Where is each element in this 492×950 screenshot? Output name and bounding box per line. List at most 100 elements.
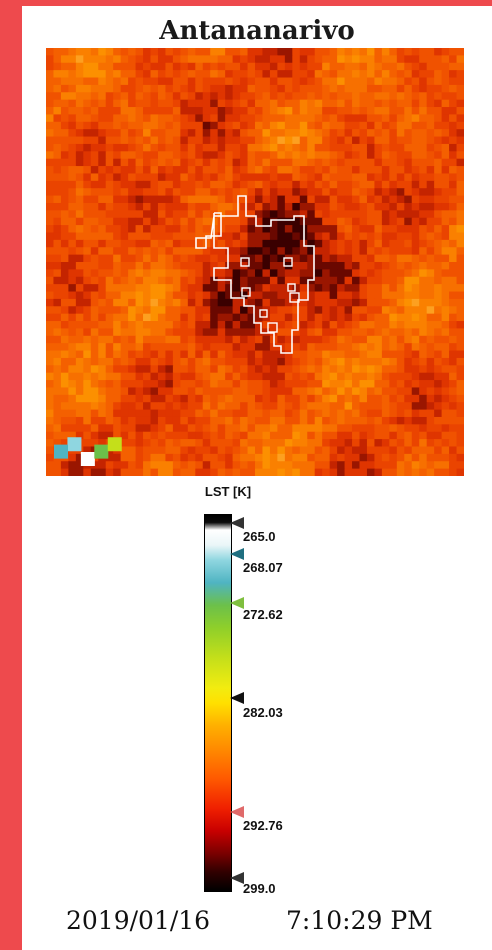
heatmap-cell bbox=[240, 357, 249, 366]
heatmap-cell bbox=[359, 343, 368, 352]
heatmap-cell bbox=[441, 70, 450, 79]
heatmap-cell bbox=[292, 409, 301, 418]
heatmap-cell bbox=[157, 136, 167, 145]
heatmap-cell bbox=[83, 416, 92, 425]
heatmap-cell bbox=[143, 269, 152, 278]
colorbar-marker-4[interactable] bbox=[230, 806, 244, 818]
heatmap-cell bbox=[344, 372, 353, 381]
heatmap-cell bbox=[255, 107, 264, 116]
heatmap-cell bbox=[195, 107, 204, 116]
heatmap-cell bbox=[225, 439, 234, 448]
heatmap-cell bbox=[299, 70, 308, 79]
heatmap-cell bbox=[329, 143, 338, 152]
heatmap-cell bbox=[322, 114, 331, 123]
colorbar-tick-0: 265.0 bbox=[243, 529, 276, 544]
heatmap-cell bbox=[247, 77, 256, 86]
heatmap-cell bbox=[404, 372, 413, 381]
heatmap-cell bbox=[322, 254, 331, 263]
heatmap-cell bbox=[210, 446, 219, 455]
heatmap-cell bbox=[247, 468, 256, 476]
heatmap-cell bbox=[240, 372, 249, 381]
heatmap-cell bbox=[389, 158, 398, 167]
heatmap-cell bbox=[284, 84, 293, 93]
heatmap-cell bbox=[172, 210, 181, 219]
colorbar-marker-1[interactable] bbox=[230, 548, 244, 560]
heatmap-cell bbox=[284, 70, 293, 79]
heatmap-cell bbox=[120, 99, 129, 108]
heatmap-cell bbox=[83, 99, 92, 108]
heatmap-cell bbox=[225, 92, 234, 101]
heatmap-cell bbox=[366, 99, 376, 108]
heatmap-cell bbox=[284, 188, 293, 197]
heatmap-cell bbox=[284, 55, 293, 64]
heatmap-cell bbox=[128, 188, 137, 197]
heatmap-cell bbox=[381, 173, 390, 182]
heatmap-cell bbox=[247, 121, 256, 130]
heatmap-cell bbox=[113, 468, 122, 476]
heatmap-cell bbox=[53, 328, 62, 337]
colorbar-marker-2[interactable] bbox=[230, 597, 244, 609]
heatmap-cell bbox=[449, 468, 458, 476]
heatmap-cell bbox=[135, 350, 144, 359]
heatmap-cell bbox=[105, 387, 114, 396]
heatmap-cell bbox=[83, 409, 92, 418]
heatmap-cell bbox=[292, 276, 301, 285]
heatmap-cell bbox=[53, 284, 62, 293]
heatmap-cell bbox=[135, 77, 144, 86]
heatmap-cell bbox=[441, 48, 450, 56]
colorbar-marker-3[interactable] bbox=[230, 692, 244, 704]
heatmap-cell bbox=[314, 217, 323, 226]
heatmap-cell bbox=[307, 453, 316, 462]
heatmap-cell bbox=[389, 143, 398, 152]
heatmap-cell bbox=[284, 468, 293, 476]
heatmap-cell bbox=[187, 239, 196, 248]
heatmap-cell bbox=[135, 173, 144, 182]
heatmap-cell bbox=[441, 210, 450, 219]
heatmap-cell bbox=[374, 328, 383, 337]
heatmap-cell bbox=[426, 461, 435, 470]
heatmap-cell bbox=[195, 202, 204, 211]
colorbar-marker-5[interactable] bbox=[230, 872, 244, 884]
heatmap-cell bbox=[434, 107, 443, 116]
heatmap-cell bbox=[374, 84, 383, 93]
heatmap-cell bbox=[225, 48, 234, 56]
heatmap-cell bbox=[98, 151, 107, 160]
heatmap-cell bbox=[426, 114, 435, 123]
heatmap-cell bbox=[269, 357, 278, 366]
heatmap-cell bbox=[359, 114, 368, 123]
heatmap-cell bbox=[217, 416, 226, 425]
heatmap-cell bbox=[247, 210, 256, 219]
heatmap-cell bbox=[381, 446, 390, 455]
heatmap-cell bbox=[120, 262, 129, 270]
heatmap-cell bbox=[128, 343, 137, 352]
heatmap-cell bbox=[83, 402, 92, 411]
heatmap-cell bbox=[344, 92, 353, 101]
heatmap-cell bbox=[98, 239, 107, 248]
heatmap-cell bbox=[225, 99, 234, 108]
heatmap-cell bbox=[456, 372, 464, 381]
heatmap-cell bbox=[90, 143, 99, 152]
heatmap-cell bbox=[120, 276, 129, 285]
heatmap-cell bbox=[60, 232, 69, 241]
heatmap-cell bbox=[307, 92, 316, 101]
heatmap-cell bbox=[217, 269, 226, 278]
heatmap-cell bbox=[75, 402, 84, 411]
heatmap-cell bbox=[225, 416, 234, 425]
heatmap-cell bbox=[307, 357, 316, 366]
heatmap-cell bbox=[68, 357, 77, 366]
heatmap-cell bbox=[411, 202, 420, 211]
heatmap-cell bbox=[135, 321, 144, 330]
heatmap-cell bbox=[284, 77, 293, 86]
heatmap-cell bbox=[150, 313, 159, 322]
heatmap-cell bbox=[75, 461, 84, 470]
heatmap-cell bbox=[396, 394, 405, 403]
heatmap-cell bbox=[210, 313, 219, 322]
heatmap-cell bbox=[128, 55, 137, 64]
heatmap-cell bbox=[60, 70, 69, 79]
colorbar-marker-0[interactable] bbox=[230, 517, 244, 529]
heatmap-cell bbox=[98, 298, 107, 307]
heatmap-cell bbox=[352, 328, 361, 337]
heatmap-cell bbox=[292, 62, 301, 71]
heatmap-cell bbox=[202, 313, 211, 322]
heatmap-cell bbox=[344, 335, 353, 344]
